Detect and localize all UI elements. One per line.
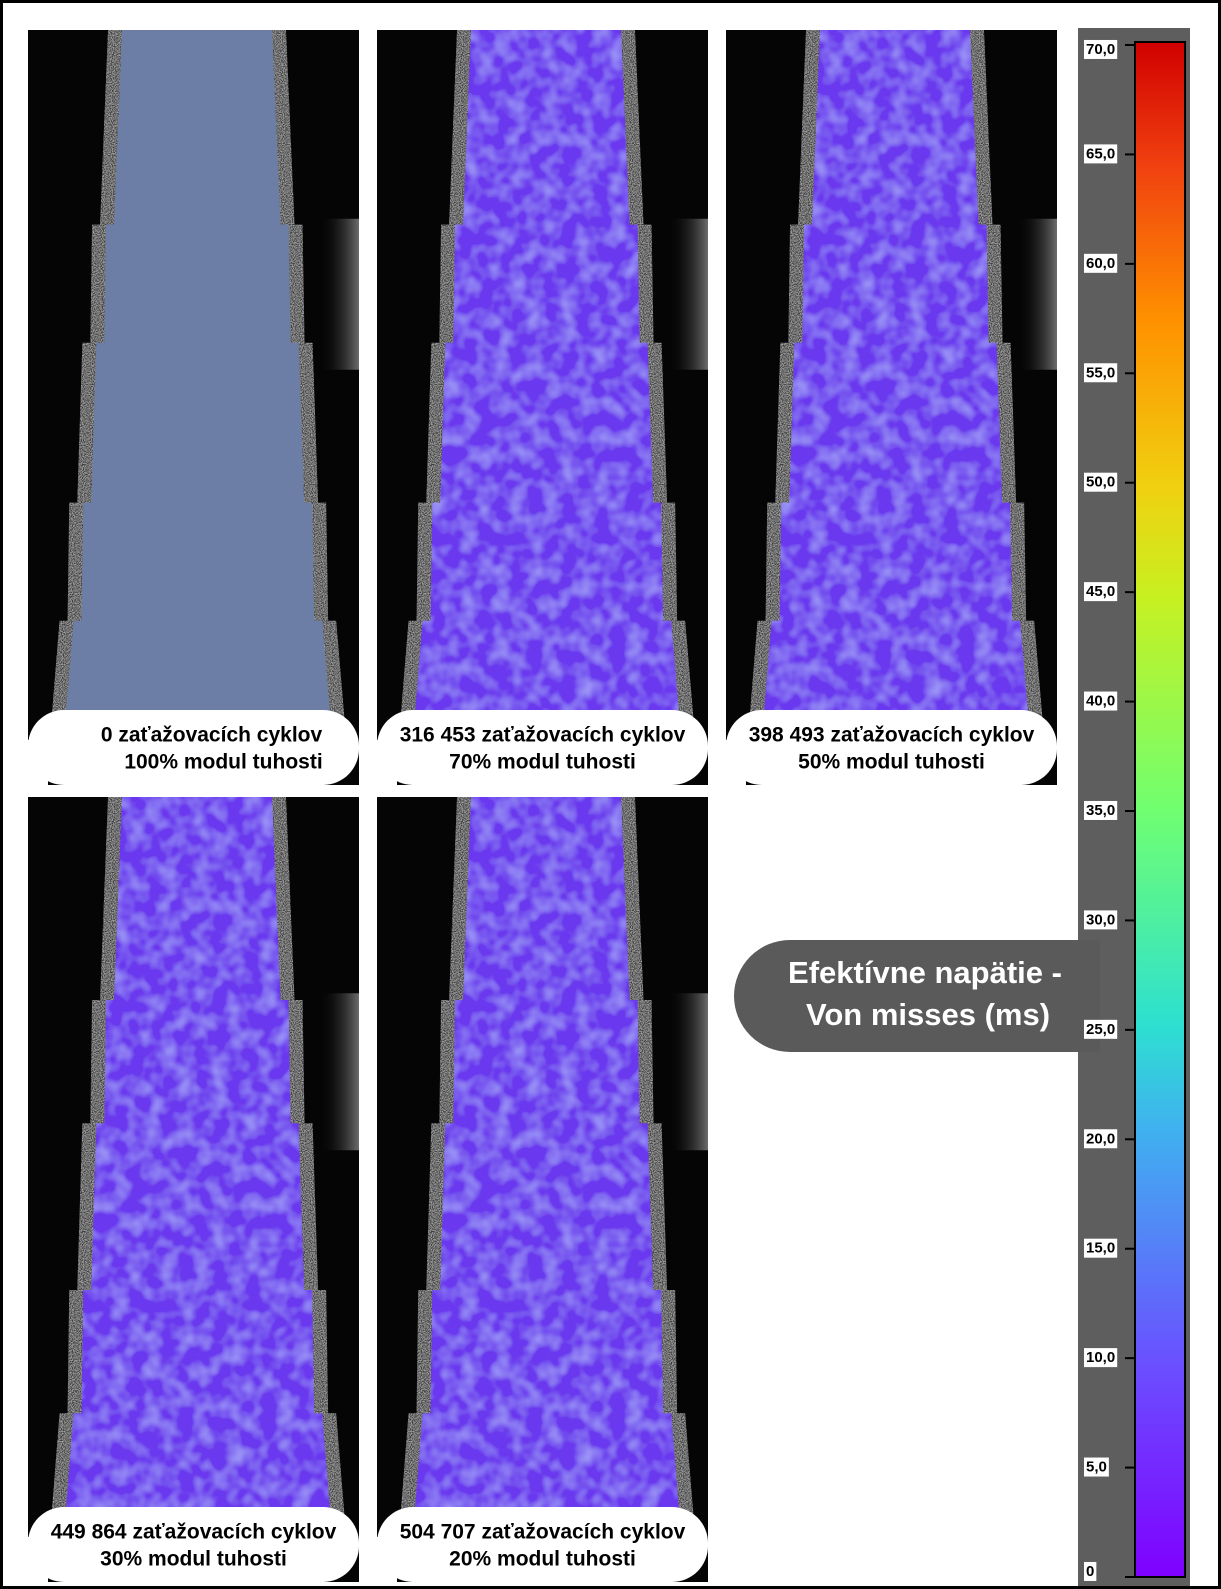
tick-label: 70,0 <box>1086 41 1115 58</box>
caption-box-corner <box>726 740 746 785</box>
specimen-panel: 504 707 zaťažovacích cyklov 20% modul tuh… <box>377 797 708 1582</box>
tick-label: 60,0 <box>1086 255 1115 272</box>
tick-label-bg <box>1084 1019 1118 1039</box>
specimen <box>763 30 1029 725</box>
tick-label: 40,0 <box>1086 693 1115 710</box>
tick-label: 35,0 <box>1086 802 1115 819</box>
panels: 0 zaťažovacích cyklov 100% modul tuhosti 3… <box>28 30 1057 1582</box>
tick-label-bg <box>1084 253 1118 273</box>
colorbar: Efektívne napätie - Von misses (ms) 0 5,0… <box>734 28 1190 1586</box>
tick-label: 50,0 <box>1086 474 1115 491</box>
tick-label-bg <box>1084 910 1118 930</box>
caption-cycles: 449 864 zaťažovacích cyklov <box>51 1521 337 1544</box>
caption-modulus: 100% modul tuhosti <box>124 751 322 774</box>
tick-label-bg <box>1084 1457 1109 1477</box>
caption-box <box>377 710 708 785</box>
tick-label-bg <box>1084 363 1118 383</box>
tick-label: 30,0 <box>1086 911 1115 928</box>
specimen <box>414 30 680 725</box>
specimen-panel: 398 493 zaťažovacích cyklov 50% modul tuh… <box>726 30 1057 785</box>
specimen <box>65 797 331 1522</box>
caption-cycles: 398 493 zaťažovacích cyklov <box>749 724 1035 747</box>
tick-label-bg <box>1084 144 1118 164</box>
glare <box>319 993 359 1151</box>
tick-label: 20,0 <box>1086 1130 1115 1147</box>
tick-label-bg <box>1084 582 1118 602</box>
caption-cycles: 0 zaťažovacích cyklov <box>101 724 323 747</box>
caption-cycles: 316 453 zaťažovacích cyklov <box>400 724 686 747</box>
caption-box <box>28 710 359 785</box>
tick-label: 0 <box>1086 1563 1094 1580</box>
caption-box-corner <box>377 740 397 785</box>
specimen-panel: 0 zaťažovacích cyklov 100% modul tuhosti <box>28 30 359 785</box>
caption-cycles: 504 707 zaťažovacích cyklov <box>400 1521 686 1544</box>
caption-box <box>726 710 1057 785</box>
specimen <box>65 30 331 725</box>
tick-label: 5,0 <box>1086 1459 1107 1476</box>
tick-label-bg <box>1084 1129 1118 1149</box>
caption-box <box>28 1507 359 1582</box>
glare <box>319 218 359 370</box>
caption-modulus: 70% modul tuhosti <box>449 751 636 774</box>
glare <box>1017 218 1057 370</box>
caption-box-corner <box>28 1537 48 1582</box>
glare <box>668 993 708 1151</box>
tick-label: 65,0 <box>1086 145 1115 162</box>
caption-box-corner <box>377 1537 397 1582</box>
tick-label-bg <box>1084 39 1118 59</box>
tick-label-bg <box>1084 1348 1118 1368</box>
caption-modulus: 30% modul tuhosti <box>100 1548 287 1571</box>
tick-label: 55,0 <box>1086 364 1115 381</box>
caption-box <box>377 1507 708 1582</box>
tick-label-bg <box>1084 1561 1097 1581</box>
colorbar-title: Efektívne napätie - <box>788 955 1062 990</box>
tick-label: 10,0 <box>1086 1349 1115 1366</box>
tick-label-bg <box>1084 800 1118 820</box>
caption-modulus: 20% modul tuhosti <box>449 1548 636 1571</box>
specimen-panel: 316 453 zaťažovacích cyklov 70% modul tuh… <box>377 30 708 785</box>
glare <box>668 218 708 370</box>
tick-label-bg <box>1084 472 1118 492</box>
tick-label: 25,0 <box>1086 1021 1115 1038</box>
caption-modulus: 50% modul tuhosti <box>798 751 985 774</box>
tick-label-bg <box>1084 691 1118 711</box>
specimen-panel: 449 864 zaťažovacích cyklov 30% modul tuh… <box>28 797 359 1582</box>
tick-label: 15,0 <box>1086 1240 1115 1257</box>
tick-label-bg <box>1084 1238 1118 1258</box>
colorbar-title-box <box>734 940 1100 1052</box>
colorbar-title: Von misses (ms) <box>806 997 1050 1032</box>
tick-label: 45,0 <box>1086 583 1115 600</box>
specimen <box>414 797 680 1522</box>
colorbar-gradient <box>1134 41 1186 1578</box>
caption-box-corner <box>28 740 48 785</box>
